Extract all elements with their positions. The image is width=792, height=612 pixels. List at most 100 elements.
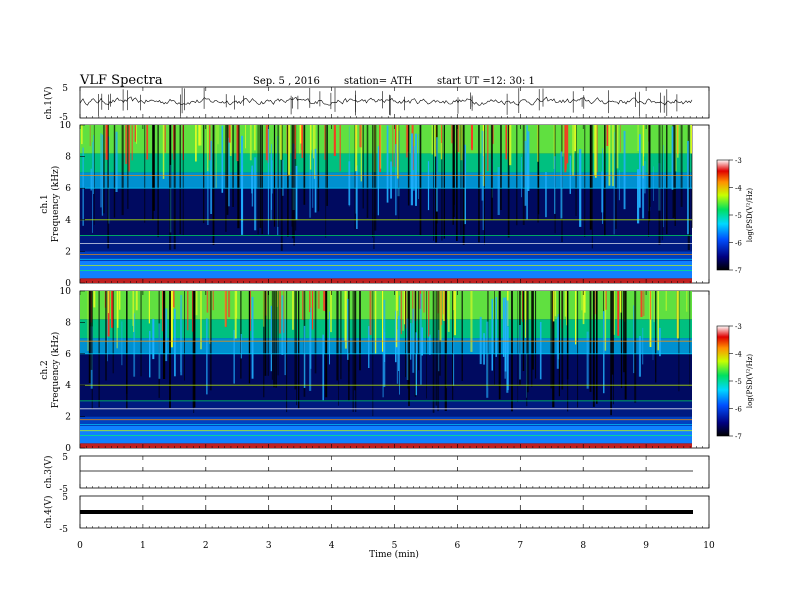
spectrogram-streak bbox=[653, 166, 654, 201]
spectrogram-streak bbox=[509, 125, 512, 166]
spectrogram-streak bbox=[286, 291, 288, 413]
spectrogram-streak bbox=[495, 297, 497, 357]
spectrogram-streak bbox=[107, 291, 110, 337]
spectrogram-streak bbox=[127, 125, 129, 209]
spectrogram-streak bbox=[471, 125, 473, 151]
spectrogram-streak bbox=[193, 291, 196, 408]
spectrogram-streak bbox=[608, 125, 611, 186]
spectrogram-streak bbox=[362, 125, 364, 209]
spectrogram-streak bbox=[90, 168, 92, 191]
spectrogram-streak bbox=[494, 291, 495, 385]
spectrogram-streak bbox=[314, 291, 317, 374]
ch1-ytick-top: 5 bbox=[62, 84, 68, 94]
spectrogram-streak bbox=[330, 291, 332, 333]
spectrogram-streak bbox=[264, 291, 267, 376]
spectrogram-streak bbox=[657, 291, 659, 351]
spectrogram-streak bbox=[275, 291, 277, 388]
spectrogram-streak bbox=[344, 291, 347, 349]
spectrogram-streak bbox=[553, 125, 556, 169]
time-axis: 0 1 2 3 4 5 6 7 8 9 10 bbox=[77, 87, 715, 551]
spectrogram-streak bbox=[686, 291, 688, 312]
spectrogram-streak bbox=[558, 291, 560, 397]
spectrogram-streak bbox=[287, 125, 290, 175]
ch1-waveform-panel: 5 -5 ch.1(V) bbox=[43, 84, 710, 123]
spectrogram-streak bbox=[265, 125, 268, 161]
colorbar-tick-label: -5 bbox=[735, 378, 742, 386]
ch3-ytick-bottom: -5 bbox=[59, 485, 68, 495]
spectrogram-streak bbox=[309, 291, 311, 313]
spectrogram-streak bbox=[248, 291, 251, 384]
spectrogram-streak bbox=[295, 165, 298, 220]
spectrogram-streak bbox=[434, 125, 437, 157]
spectrogram-streak bbox=[92, 141, 93, 233]
spectrogram-streak bbox=[470, 291, 473, 352]
spectrogram-streak bbox=[396, 329, 399, 384]
spectrogram-streak bbox=[412, 308, 415, 373]
spectrogram-streak bbox=[634, 291, 637, 403]
spectrogram-streak bbox=[535, 291, 537, 379]
spectrogram-streak bbox=[212, 125, 215, 245]
spectrogram-streak bbox=[591, 125, 593, 249]
spectrogram-streak bbox=[126, 291, 128, 409]
spectrogram-streak bbox=[180, 305, 182, 373]
spectrogram-streak bbox=[441, 125, 443, 241]
spectrogram-streak bbox=[119, 291, 121, 310]
spectrogram-streak bbox=[271, 291, 273, 380]
spectrogram-streak bbox=[586, 331, 589, 389]
ch1-colorbar-scale bbox=[716, 159, 730, 271]
spectrogram-streak bbox=[294, 125, 296, 159]
spectrogram-streak bbox=[522, 125, 525, 225]
spectrogram-streak bbox=[254, 125, 256, 151]
spectrogram-streak bbox=[325, 125, 327, 238]
ch3-waveform-frame bbox=[79, 455, 710, 489]
spectrogram-streak bbox=[457, 125, 460, 152]
colorbar-tick-label: -3 bbox=[735, 157, 742, 165]
spectrogram-streak bbox=[152, 125, 155, 211]
spectrogram-streak bbox=[507, 327, 509, 391]
spectrogram-streak bbox=[121, 321, 123, 366]
spectrogram-streak bbox=[291, 125, 294, 239]
spectrogram-streak bbox=[384, 332, 386, 362]
ch2-colorbar: -3 -4 -5 -6 -7 log(PSD(V²/Hz) bbox=[716, 323, 754, 441]
spectrogram-streak bbox=[620, 291, 622, 313]
ch3-time-ticks bbox=[142, 467, 647, 471]
spectrogram-streak bbox=[157, 125, 159, 238]
spectrogram-streak bbox=[215, 125, 217, 189]
spectrogram-streak bbox=[355, 125, 358, 172]
spectrogram-streak bbox=[140, 291, 142, 377]
spectrogram-layer bbox=[80, 172, 692, 189]
colorbar-tick-label: -6 bbox=[735, 406, 742, 414]
spectrogram-streak bbox=[206, 318, 208, 395]
spectrogram-streak bbox=[605, 291, 607, 310]
spectrogram-streak bbox=[146, 125, 149, 160]
frequency-tick-label: 0 bbox=[65, 444, 71, 454]
spectrogram-streak bbox=[221, 125, 224, 193]
spectrogram-streak bbox=[87, 291, 89, 351]
spectrogram-streak bbox=[352, 291, 354, 412]
spectrogram-streak bbox=[93, 125, 95, 225]
spectrogram-streak bbox=[443, 291, 446, 321]
spectrogram-streak bbox=[581, 291, 583, 311]
spectrogram-streak bbox=[184, 291, 185, 381]
frequency-tick-label: 10 bbox=[60, 121, 72, 131]
spectrogram-streak bbox=[379, 125, 381, 172]
spectrogram-streak bbox=[373, 125, 375, 250]
spectrogram-streak bbox=[374, 125, 377, 231]
figure-title: VLF Spectra bbox=[80, 73, 163, 88]
ch2-colorbar-scale bbox=[716, 325, 730, 437]
spectrogram-streak bbox=[418, 291, 420, 371]
spectrogram-streak bbox=[575, 125, 577, 216]
spectrogram-streak bbox=[663, 145, 664, 228]
spectrogram-streak bbox=[453, 337, 455, 386]
spectrogram-streak bbox=[439, 291, 442, 341]
ch4-waveform-line bbox=[80, 510, 693, 514]
spectrogram-streak bbox=[169, 291, 171, 408]
spectrogram-streak bbox=[271, 144, 272, 210]
spectrogram-streak bbox=[410, 133, 413, 206]
ch2-spectrogram-image bbox=[80, 291, 692, 448]
spectrogram-streak bbox=[212, 291, 214, 311]
spectrogram-streak bbox=[193, 291, 195, 413]
ch1-colorbar: -3 -4 -5 -6 -7 log(PSD(V²/Hz) bbox=[716, 157, 754, 275]
colorbar-tick-label: -7 bbox=[735, 433, 742, 441]
spectrogram-streak bbox=[672, 125, 675, 218]
